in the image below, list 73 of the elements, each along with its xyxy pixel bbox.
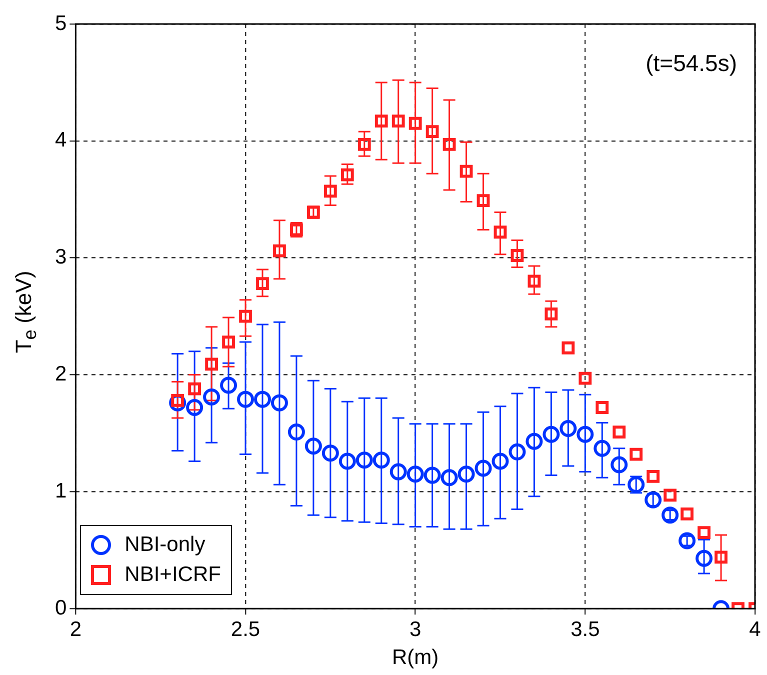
point — [288, 424, 305, 441]
point — [408, 116, 422, 130]
point — [338, 452, 356, 470]
point — [542, 426, 560, 443]
point — [526, 432, 543, 450]
y-tick-label: 1 — [54, 479, 67, 502]
point — [270, 394, 288, 412]
point — [680, 507, 694, 520]
point — [578, 372, 592, 385]
point — [576, 426, 594, 443]
legend-label: NBI-only — [124, 532, 206, 557]
y-tick-label: 4 — [54, 128, 67, 152]
point — [610, 456, 628, 474]
point — [474, 460, 492, 477]
point — [239, 310, 252, 323]
point — [356, 452, 373, 469]
point — [562, 341, 575, 354]
point — [458, 466, 475, 483]
y-tick-label: 3 — [54, 246, 67, 269]
x-axis-title: R(m) — [392, 646, 439, 670]
point — [612, 426, 626, 438]
point — [678, 532, 696, 550]
point — [372, 452, 390, 469]
point — [460, 164, 473, 178]
point — [237, 390, 254, 408]
point — [560, 420, 577, 438]
point — [322, 444, 339, 462]
point — [476, 194, 490, 207]
point — [188, 382, 202, 396]
point — [186, 399, 204, 416]
point — [220, 376, 238, 394]
point — [596, 401, 609, 414]
x-tick-label: 2.5 — [230, 618, 260, 641]
point — [594, 440, 611, 457]
legend-label: NBI+ICRF — [124, 562, 221, 587]
x-tick-label: 2 — [70, 618, 82, 641]
point — [508, 443, 526, 460]
x-tick-label: 3.5 — [570, 618, 600, 641]
y-tick-label: 5 — [54, 12, 67, 35]
point — [494, 226, 507, 239]
y-tick-label: 2 — [54, 362, 67, 386]
point — [528, 274, 541, 288]
point — [256, 277, 269, 290]
point — [662, 506, 679, 524]
point — [273, 244, 286, 258]
point — [390, 463, 407, 480]
point — [374, 114, 388, 128]
point — [358, 138, 371, 151]
point — [426, 125, 439, 138]
x-tick-label: 3 — [409, 618, 422, 641]
point — [222, 336, 235, 348]
point — [646, 470, 660, 483]
point — [392, 114, 405, 128]
point — [664, 488, 677, 502]
point — [510, 249, 524, 262]
point — [544, 308, 558, 320]
y-tick-label: 0 — [54, 596, 67, 620]
point — [254, 390, 271, 408]
point — [698, 526, 710, 540]
point — [406, 466, 424, 483]
point — [440, 469, 458, 486]
point — [324, 184, 337, 198]
point — [492, 452, 509, 470]
point — [304, 438, 322, 455]
point — [696, 550, 713, 567]
point — [203, 388, 220, 406]
point — [714, 550, 728, 564]
x-tick-label: 4 — [749, 618, 762, 641]
point — [424, 466, 441, 484]
point — [442, 138, 456, 151]
point — [630, 448, 643, 461]
point — [205, 358, 218, 371]
annotation: (t=54.5s) — [646, 50, 737, 77]
